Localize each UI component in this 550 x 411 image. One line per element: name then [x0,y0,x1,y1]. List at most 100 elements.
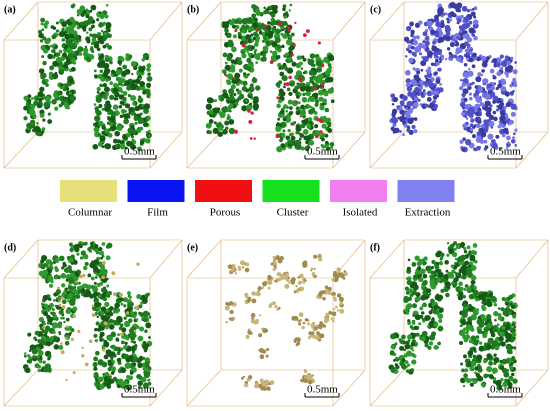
particle [324,107,329,113]
particle [510,92,514,96]
particle [134,305,139,310]
particle [25,102,30,107]
particle [453,55,457,59]
particle [416,70,421,75]
particle [295,288,300,294]
particle [303,33,307,38]
particle [512,378,518,384]
particle [129,370,134,375]
particle [427,66,432,71]
particle [98,246,103,252]
particle [130,94,137,102]
particle [294,85,300,91]
particle [70,337,75,341]
particle [430,283,437,290]
particle [472,19,479,25]
particle [473,356,478,360]
box-edge [3,1,39,41]
particle [123,118,129,125]
particle [214,99,218,102]
particle [71,24,75,28]
particle [462,384,466,388]
particle [54,258,60,264]
particle [52,75,56,78]
particle [69,258,74,263]
particle [466,269,472,276]
particle [74,271,80,277]
particle [474,366,479,371]
particle [41,254,48,262]
particle [276,55,281,59]
particle [233,59,239,65]
particle [263,328,267,332]
particle [250,39,255,43]
particle [90,276,95,281]
particle [75,294,81,299]
particle [92,374,95,377]
particle [130,340,134,344]
particle [492,74,496,78]
particle [423,261,427,265]
particle [435,79,441,84]
particle [255,10,261,16]
particle [322,324,327,328]
particle [123,100,127,104]
particle [429,320,433,324]
particle [102,83,107,88]
particle [402,133,405,137]
particle [239,260,245,266]
particle [126,132,132,138]
particle [434,264,440,270]
particle [231,104,234,108]
particle [67,52,74,60]
particle [228,317,231,320]
particle [448,51,452,56]
particle [419,314,424,319]
particle [69,95,77,102]
particle [295,125,302,132]
particle [319,321,323,325]
particle [72,306,78,312]
particle [506,135,511,141]
particle [49,44,53,48]
particle [137,97,144,104]
particle [427,75,432,79]
particle [475,76,482,83]
particle [77,46,84,53]
particle [475,335,480,339]
particle [93,259,100,265]
particle [426,97,432,102]
particle [474,297,479,302]
particle [499,331,505,337]
legend-swatch [330,180,387,202]
particle [401,334,406,340]
particle [137,146,142,152]
particle [415,296,421,302]
particle [143,371,150,378]
particle [47,112,52,116]
particle [307,117,313,122]
particle [84,291,91,298]
particle [500,110,506,117]
particle [38,350,44,356]
particle [250,111,254,115]
particle [266,347,270,352]
particle [415,292,421,298]
particle [448,273,455,279]
particle [476,145,481,151]
particle [253,50,257,54]
particle [104,143,111,150]
particle [411,51,416,56]
particle [38,97,43,102]
particle [245,34,251,40]
particle [489,104,493,108]
particle [142,90,147,95]
particle [492,371,496,375]
particle [238,68,243,73]
particle [469,382,474,387]
particle [55,288,62,295]
particle [499,78,506,85]
rendering [388,241,518,391]
particle [302,280,306,284]
particle [261,286,265,289]
